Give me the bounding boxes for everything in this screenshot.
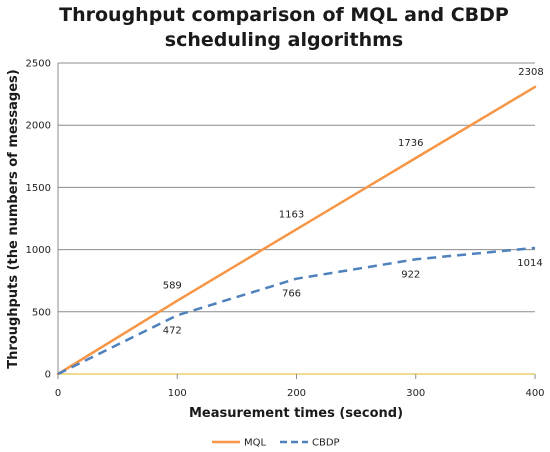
x-tick-label-100: 100 [168, 388, 187, 399]
legend-label-mql: MQL [244, 438, 266, 449]
y-tick-label-500: 500 [32, 307, 51, 318]
gridlines [58, 62, 535, 313]
x-tick-label-400: 400 [525, 388, 544, 399]
y-tick-label-0: 0 [45, 370, 51, 381]
data-label-mql-400: 2308 [518, 67, 543, 78]
data-label-mql-200: 1163 [279, 209, 304, 220]
data-labels: 589 1163 1736 2308 472 766 922 1014 [163, 67, 544, 336]
x-tick-label-300: 300 [406, 388, 425, 399]
y-tick-label-1500: 1500 [26, 183, 51, 194]
chart-title-line2: scheduling algorithms [165, 29, 403, 51]
data-label-cbdp-300: 922 [401, 269, 420, 280]
legend: MQL CBDP [212, 438, 340, 449]
data-label-cbdp-400: 1014 [517, 258, 542, 269]
series-line-cbdp [57, 246, 536, 376]
x-tick-label-0: 0 [55, 388, 61, 399]
series-lines [56, 85, 537, 376]
y-tick-label-2500: 2500 [26, 59, 51, 70]
x-axis-title: Measurement times (second) [189, 406, 403, 421]
y-tick-label-1000: 1000 [26, 245, 51, 256]
legend-label-cbdp: CBDP [312, 438, 340, 449]
data-label-mql-100: 589 [163, 281, 182, 292]
y-axis-title: Throughputs (the numbers of messages) [6, 69, 21, 368]
data-label-cbdp-100: 472 [163, 325, 182, 336]
x-tick-label-200: 200 [287, 388, 306, 399]
y-tick-label-2000: 2000 [26, 121, 51, 132]
axes: 0 500 1000 1500 2000 2500 0 100 200 300 400 [26, 59, 545, 400]
data-label-mql-300: 1736 [398, 138, 423, 149]
data-label-cbdp-200: 766 [282, 289, 301, 300]
chart-title-line1: Throughput comparison of MQL and CBDP [59, 4, 509, 26]
series-line-mql [56, 85, 537, 376]
